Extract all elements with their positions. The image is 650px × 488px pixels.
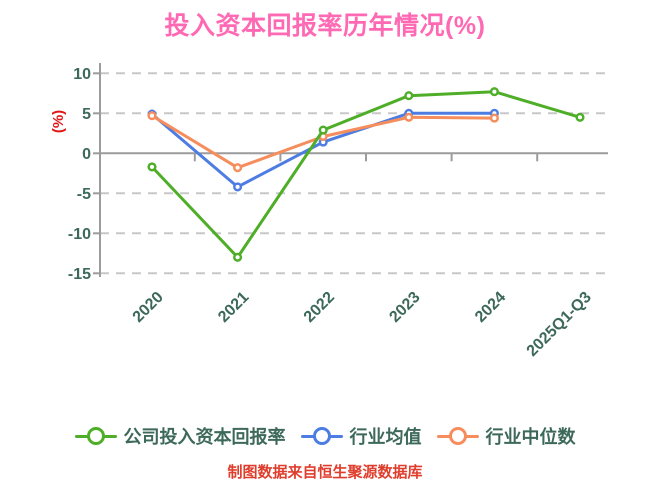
legend-marker-line-0 bbox=[74, 427, 117, 445]
legend-item-label-2: 行业中位数 bbox=[485, 427, 576, 447]
x-tick-label-2021: 2021 bbox=[215, 289, 252, 326]
legend-marker-dot-0 bbox=[86, 427, 105, 445]
legend-marker-dot-1 bbox=[312, 427, 331, 445]
y-tick-label--10: -10 bbox=[68, 226, 91, 243]
x-tick-label-2025Q1-Q3: 2025Q1-Q3 bbox=[524, 289, 595, 360]
y-tick-label-0: 0 bbox=[82, 146, 91, 163]
series-0-marker-2 bbox=[318, 125, 328, 135]
y-tick-label--15: -15 bbox=[68, 266, 91, 283]
chart-title: 投入资本回报率历年情况(%) bbox=[164, 12, 486, 40]
series-line-1 bbox=[150, 111, 496, 189]
legend: 公司投入资本回报率 行业均值 行业中位数 bbox=[0, 423, 650, 449]
legend-item-0: 公司投入资本回报率 bbox=[74, 423, 286, 449]
x-tick-label-2020: 2020 bbox=[130, 289, 167, 326]
x-tick-label-2023: 2023 bbox=[386, 289, 423, 326]
series-1-marker-1 bbox=[233, 182, 243, 192]
series-line-0 bbox=[150, 90, 582, 259]
legend-item-label-0: 公司投入资本回报率 bbox=[123, 427, 286, 447]
y-tick-label-10: 10 bbox=[73, 66, 91, 83]
legend-item-label-1: 行业均值 bbox=[349, 427, 422, 447]
series-0-marker-5 bbox=[575, 112, 585, 122]
series-2-marker-3 bbox=[404, 112, 414, 122]
legend-marker-dot-2 bbox=[448, 427, 467, 445]
x-tick-label-2022: 2022 bbox=[301, 289, 338, 326]
data-source-note: 制图数据来自恒生聚源数据库 bbox=[227, 464, 423, 481]
legend-marker-line-1 bbox=[300, 427, 343, 445]
legend-item-1: 行业均值 bbox=[300, 423, 422, 449]
series-2-marker-0 bbox=[147, 111, 157, 121]
y-tick-label-5: 5 bbox=[82, 106, 91, 123]
legend-item-2: 行业中位数 bbox=[436, 423, 576, 449]
series-2-marker-1 bbox=[233, 163, 243, 173]
y-tick-label--5: -5 bbox=[77, 186, 91, 203]
series-0-marker-3 bbox=[404, 91, 414, 101]
series-2-marker-4 bbox=[489, 113, 499, 123]
series-0-marker-4 bbox=[489, 87, 499, 97]
x-tick-label-2024: 2024 bbox=[472, 289, 509, 326]
legend-marker-line-2 bbox=[436, 427, 479, 445]
series-0-marker-0 bbox=[147, 162, 157, 172]
series-0-marker-1 bbox=[233, 252, 243, 262]
